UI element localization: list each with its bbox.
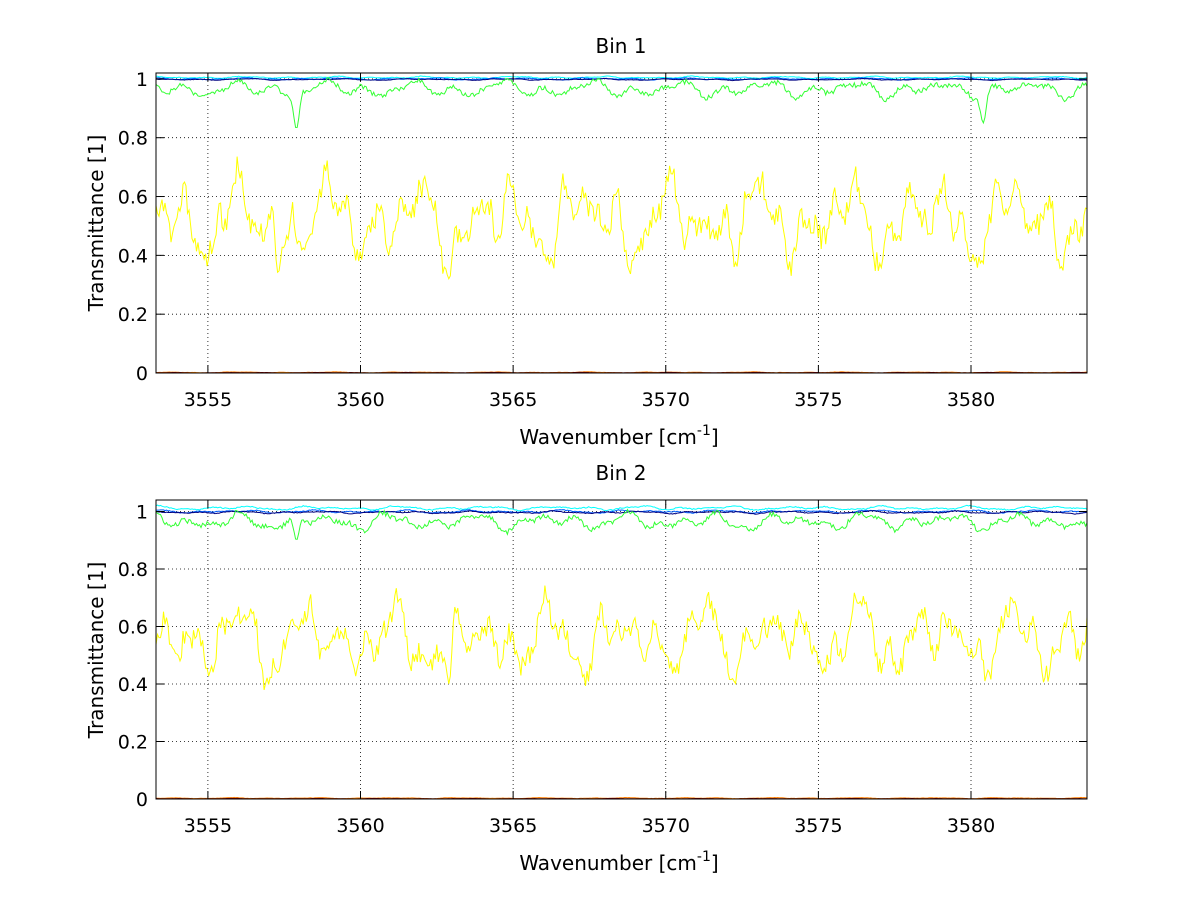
axes-frame <box>155 499 1088 800</box>
x-tick-label: 3565 <box>489 815 537 837</box>
x-tick-label: 3555 <box>184 389 232 411</box>
x-tick-labels: 3555 3560 3565 3570 3575 3580 <box>184 389 995 411</box>
y-tick-label: 0.4 <box>118 674 148 696</box>
chart-bin-1: Bin 1 3555 3560 3565 3570 3575 3580 0 0.2 0.4 0.… <box>84 34 1088 449</box>
series-line <box>156 508 1087 540</box>
y-tick-label: 0.2 <box>118 304 148 326</box>
y-tick-label: 1 <box>136 69 148 91</box>
series-line <box>156 75 1087 80</box>
y-tick-labels: 0 0.2 0.4 0.6 0.8 1 <box>118 69 148 385</box>
y-tick-label: 0.6 <box>118 187 148 209</box>
y-tick-labels: 0 0.2 0.4 0.6 0.8 1 <box>118 502 148 812</box>
x-axis-label: Wavenumber [cm-1] <box>519 423 718 449</box>
series-line <box>156 585 1087 691</box>
y-tick-label: 0.6 <box>118 617 148 639</box>
x-tick-label: 3580 <box>947 815 995 837</box>
chart-title: Bin 1 <box>595 34 646 58</box>
x-tick-label: 3570 <box>642 815 690 837</box>
x-tick-label: 3575 <box>794 389 842 411</box>
y-tick-label: 0 <box>136 363 148 385</box>
chart-title: Bin 2 <box>595 461 646 485</box>
x-tick-label: 3570 <box>642 389 690 411</box>
axes-frame <box>155 72 1088 374</box>
x-tick-label: 3560 <box>336 389 384 411</box>
x-tick-label: 3560 <box>336 815 384 837</box>
x-tick-label: 3565 <box>489 389 537 411</box>
x-tick-label: 3575 <box>794 815 842 837</box>
y-tick-label: 0.4 <box>118 245 148 267</box>
y-axis-label: Transmittance [1] <box>84 135 108 313</box>
series-line <box>156 509 1087 515</box>
y-axis-label: Transmittance [1] <box>84 562 108 740</box>
y-tick-label: 1 <box>136 502 148 524</box>
y-tick-label: 0.2 <box>118 732 148 754</box>
y-tick-label: 0.8 <box>118 128 148 150</box>
tick-marks <box>156 73 1087 374</box>
x-tick-label: 3580 <box>947 389 995 411</box>
series-line <box>156 77 1087 82</box>
chart-bin-2: Bin 2 3555 3560 3565 3570 3575 3580 0 0.2 0.4 0.… <box>84 461 1088 875</box>
x-tick-labels: 3555 3560 3565 3570 3575 3580 <box>184 815 995 837</box>
series-line <box>156 796 1087 799</box>
x-tick-label: 3555 <box>184 815 232 837</box>
series-line <box>156 156 1087 281</box>
y-tick-label: 0.8 <box>118 559 148 581</box>
series-line <box>156 77 1087 129</box>
x-axis-label: Wavenumber [cm-1] <box>519 849 718 875</box>
series-line <box>156 504 1087 512</box>
series-line <box>156 509 1087 514</box>
y-tick-label: 0 <box>136 789 148 811</box>
tick-marks <box>156 500 1087 800</box>
